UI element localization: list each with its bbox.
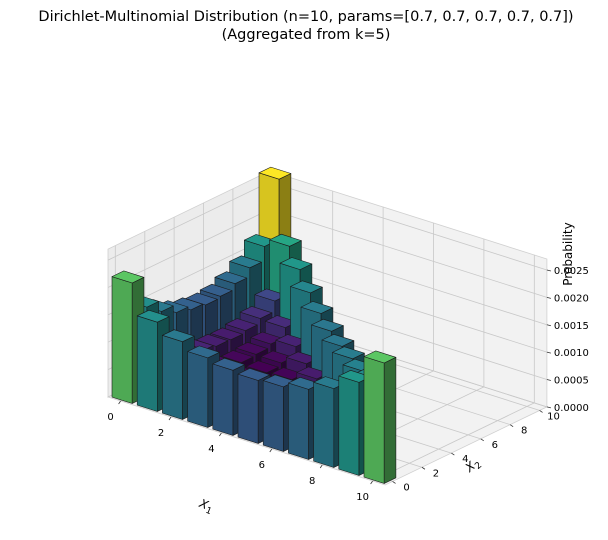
y-tick-label: 6 — [492, 440, 498, 451]
bar-face-top — [332, 346, 365, 360]
bar-face-top — [237, 368, 271, 381]
x-tick-mark — [118, 400, 121, 405]
bar-face-top — [229, 255, 262, 269]
bar-face-top — [212, 357, 245, 371]
bar-face-top — [220, 350, 254, 363]
bar-face-front — [212, 363, 234, 436]
z-tick-mark — [546, 296, 551, 299]
bar-face-top — [258, 166, 292, 180]
bar-face-front — [363, 356, 385, 484]
bar-face-front — [288, 382, 309, 460]
x-tick-mark — [370, 480, 373, 485]
bar-face-top — [363, 350, 397, 364]
bar-face-top — [225, 318, 258, 331]
z-tick-label: 0.0025 — [554, 266, 589, 277]
y-tick-label: 10 — [547, 411, 560, 422]
bar-face-top — [290, 280, 323, 294]
z-tick-label: 0.0020 — [554, 293, 589, 304]
y-tick-label: 2 — [433, 468, 439, 479]
bar-face-top — [187, 345, 220, 359]
bar-face-top — [311, 318, 344, 332]
x-tick-mark — [219, 432, 222, 437]
bar-face-front — [237, 373, 259, 444]
bar-face-top — [214, 271, 248, 285]
bar-face-front — [313, 381, 335, 468]
bar-face-top — [210, 327, 243, 341]
x-tick-label: 6 — [259, 460, 265, 471]
z-tick-mark — [546, 269, 551, 272]
x-tick-label: 4 — [208, 444, 214, 455]
x-tick-labels: 0 2 4 6 8 10 — [107, 400, 373, 503]
x-tick-mark — [269, 448, 273, 453]
y-tick-label: 8 — [521, 426, 527, 437]
x-tick-label: 8 — [309, 476, 315, 487]
bar-face-top — [269, 233, 302, 247]
z-tick-label: 0.0015 — [554, 321, 589, 332]
z-tick-mark — [546, 324, 551, 327]
z-tick-label: 0.0000 — [554, 403, 589, 414]
x-tick-label: 10 — [356, 492, 369, 503]
bar-face-top — [279, 257, 313, 270]
bar-face-top — [162, 329, 195, 343]
bar-face-top — [199, 283, 233, 297]
bar-face-top — [246, 360, 279, 374]
y-tick-mark — [509, 424, 514, 427]
bar-face-front — [136, 315, 158, 412]
z-axis-label: Probability — [561, 222, 575, 285]
y-tick-mark — [480, 438, 484, 442]
bar-face-top — [321, 333, 355, 347]
x-tick-label: 0 — [107, 412, 113, 423]
bar-face-front — [338, 375, 360, 476]
x-tick-mark — [319, 464, 323, 469]
y-tick-label: 0 — [403, 482, 409, 493]
bar-face-top — [239, 306, 273, 319]
y-tick-labels: 0 2 4 6 8 10 — [392, 410, 560, 493]
bar-face-front — [187, 351, 209, 428]
bar-face-front — [262, 380, 284, 452]
z-tick-mark — [546, 351, 551, 354]
y-tick-mark — [421, 466, 426, 470]
bar-face-side — [383, 356, 397, 484]
bar-face-top — [300, 301, 334, 314]
y-tick-mark — [451, 452, 455, 456]
z-tick-mark — [546, 379, 551, 381]
bar-face-front — [162, 334, 183, 420]
chart-subtitle: (Aggregated from k=5) — [222, 27, 391, 43]
bar-face-front — [111, 276, 133, 404]
bar — [136, 309, 170, 412]
y-tick-label: 4 — [462, 454, 468, 465]
z-tick-label: 0.0010 — [554, 348, 589, 359]
bar — [363, 350, 397, 484]
bar-face-top — [111, 270, 145, 284]
x-tick-label: 2 — [158, 428, 164, 439]
bar-face-top — [136, 309, 170, 323]
z-tick-mark — [546, 406, 551, 409]
y-tick-mark — [392, 481, 396, 484]
y-tick-mark — [539, 410, 543, 413]
bar-face-top — [235, 341, 269, 355]
x-tick-mark — [168, 416, 172, 421]
bars-group — [111, 166, 397, 484]
x-axis-label: X1 — [195, 496, 215, 517]
z-tick-label: 0.0005 — [554, 376, 589, 387]
z-tick-labels: 0.0000 0.0005 0.0010 0.0015 0.0020 0.0025 — [546, 266, 589, 414]
chart-title: Dirichlet-Multinomial Distribution (n=10… — [38, 9, 573, 25]
